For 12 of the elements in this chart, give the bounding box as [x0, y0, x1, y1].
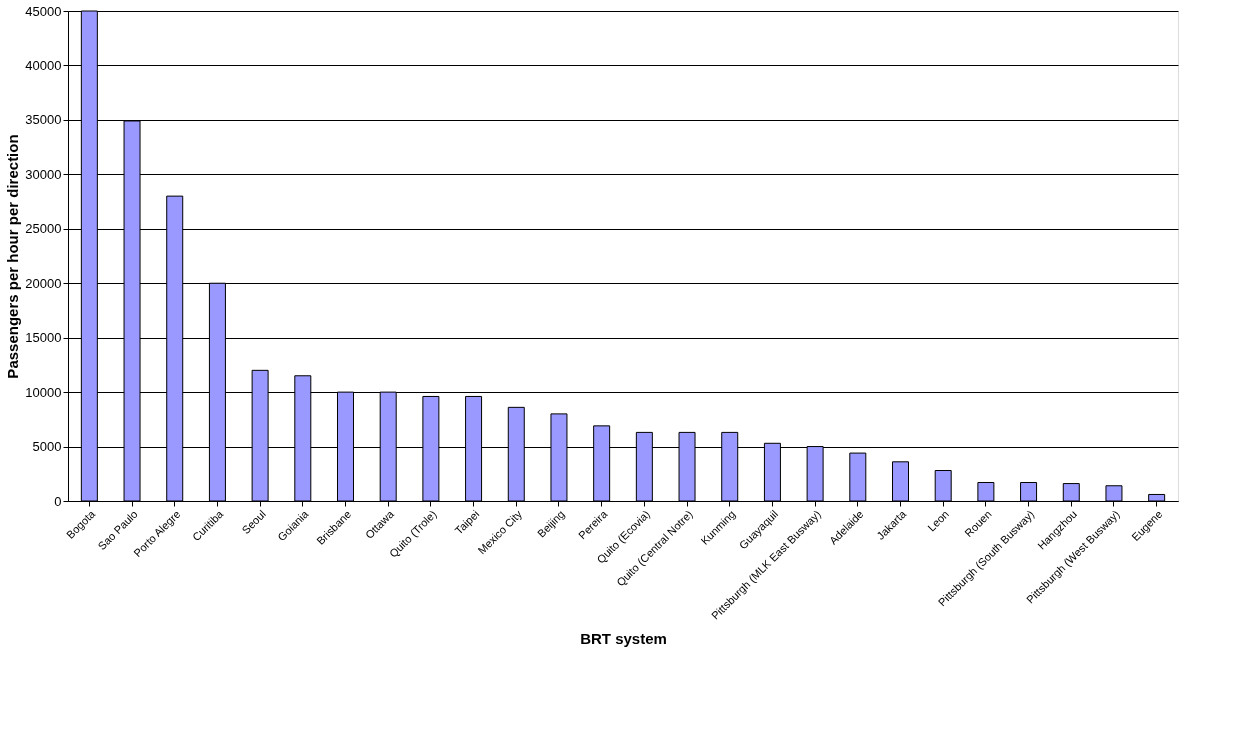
y-tick-label: 0 [54, 493, 62, 509]
y-tick-label: 20000 [25, 275, 62, 291]
y-tick-label: 30000 [25, 166, 62, 182]
x-axis-title: BRT system [580, 629, 667, 647]
y-tick-label: 10000 [25, 384, 62, 400]
y-tick-label: 5000 [32, 439, 62, 455]
y-tick-label: 40000 [25, 57, 62, 73]
y-tick-label: 45000 [25, 3, 62, 19]
y-tick-label: 15000 [25, 330, 62, 346]
y-tick-label: 35000 [25, 112, 62, 128]
y-axis-title: Passengers per hour per direction [4, 134, 22, 379]
y-tick-label: 25000 [25, 221, 62, 237]
